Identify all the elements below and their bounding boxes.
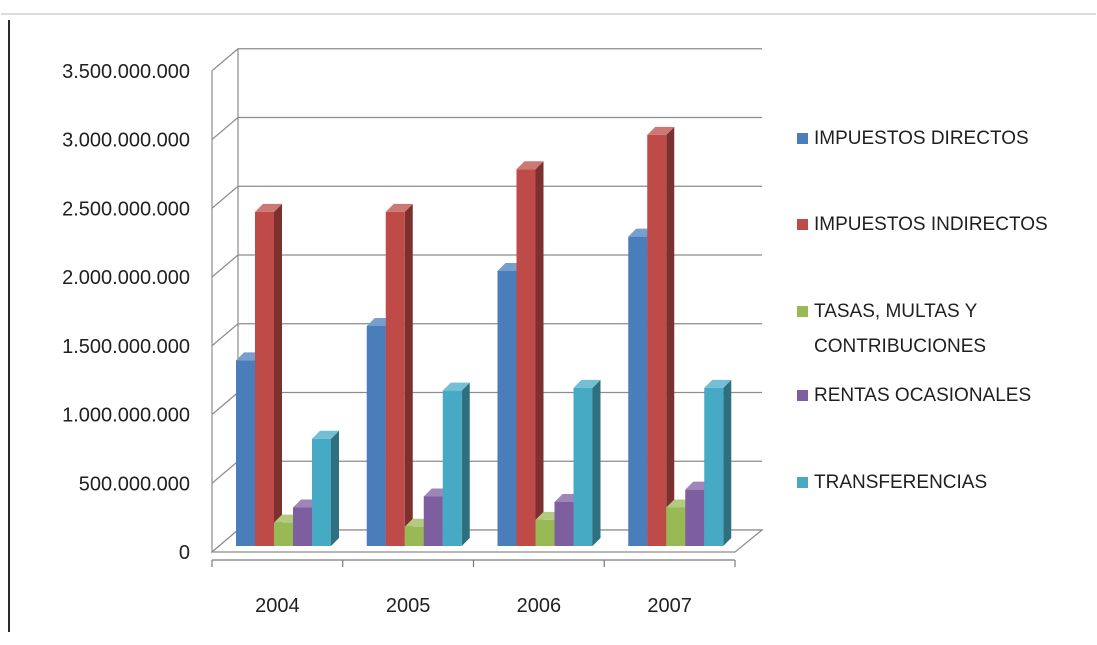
bar-impuestos-indirectos-2004 (255, 203, 282, 546)
y-tick-label: 1.500.000.000 (62, 336, 190, 358)
gridlines (210, 48, 764, 553)
legend-item: RENTAS OCASIONALES (797, 385, 1031, 406)
side-gridline (211, 48, 239, 72)
y-tick-label: 500.000.000 (79, 473, 190, 495)
legend-label: IMPUESTOS DIRECTOS (814, 128, 1029, 149)
legend-item: TASAS, MULTAS Y CONTRIBUCIONES (797, 301, 986, 357)
x-tick-label: 2004 (255, 595, 300, 617)
y-tick-label: 1.000.000.000 (62, 405, 190, 427)
legend-label: TASAS, MULTAS Y (814, 301, 978, 322)
y-tick-label: 0 (179, 542, 190, 564)
bar-transferencias-2007 (704, 379, 732, 546)
y-tick-label: 3.500.000.000 (62, 61, 190, 83)
side-gridline (211, 392, 239, 415)
legend-swatch (797, 306, 808, 317)
side-gridline (211, 323, 239, 347)
bar-transferencias-2005 (442, 382, 470, 546)
bars (236, 126, 732, 546)
legend: IMPUESTOS DIRECTOS IMPUESTOS INDIRECTOS TA… (797, 128, 1048, 493)
bar-transferencias-2004 (312, 430, 339, 546)
x-tick-label: 2007 (647, 595, 692, 617)
side-gridline (211, 254, 239, 278)
legend-swatch (797, 219, 808, 230)
legend-label: TRANSFERENCIAS (814, 472, 987, 493)
legend-item: IMPUESTOS DIRECTOS (797, 128, 1029, 149)
bar-transferencias-2006 (573, 379, 601, 546)
y-tick-label: 3.000.000.000 (62, 130, 190, 152)
legend-swatch (797, 390, 808, 401)
bar-impuestos-indirectos-2007 (647, 126, 675, 546)
legend-swatch (797, 133, 808, 144)
side-gridline (211, 460, 239, 484)
legend-label: RENTAS OCASIONALES (814, 385, 1031, 406)
side-gridline (211, 185, 239, 209)
x-tick-label: 2006 (517, 595, 562, 617)
x-tick-label: 2005 (386, 595, 431, 617)
bar-impuestos-indirectos-2005 (385, 203, 413, 546)
legend-item: TRANSFERENCIAS (797, 472, 987, 493)
legend-swatch (797, 477, 808, 488)
y-tick-label: 2.000.000.000 (62, 267, 190, 289)
bar-impuestos-indirectos-2006 (516, 161, 544, 546)
axes: 0 500.000.000 1.000.000.000 1.500.000.000 2.… (62, 61, 736, 617)
legend-label: IMPUESTOS INDIRECTOS (814, 214, 1048, 235)
legend-item: IMPUESTOS INDIRECTOS (797, 214, 1048, 235)
side-gridline (211, 117, 239, 140)
y-tick-label: 2.500.000.000 (62, 198, 190, 220)
legend-label-continued: CONTRIBUCIONES (814, 336, 986, 357)
floor (210, 529, 764, 553)
